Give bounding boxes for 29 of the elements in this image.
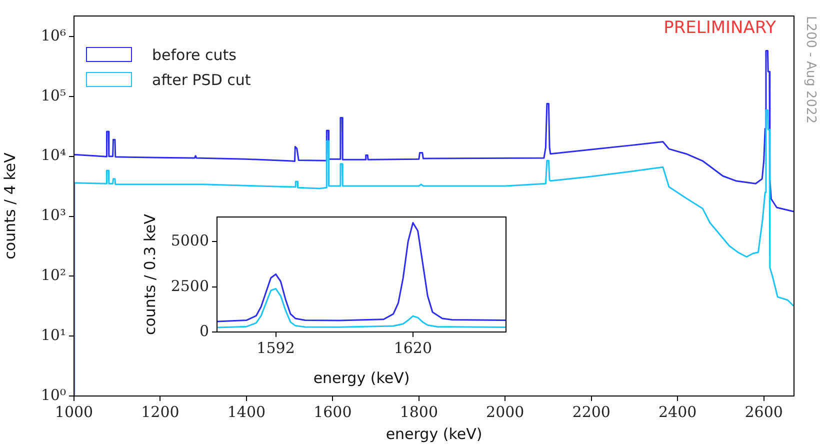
x-tick-label: 1400 [227,402,266,421]
text: L200 - Aug 2022 [803,16,818,124]
y-tick-label: 10⁰ [40,386,66,404]
y-tick-label: 10⁶ [40,26,66,44]
legend-label: after PSD cut [152,70,251,88]
x-tick-label: 2400 [658,402,697,421]
annotation: PRELIMINARY [664,18,776,38]
y-axis-title: counts / 0.3 keV [140,213,159,335]
x-tick-label: 1200 [141,402,180,421]
x-tick-label: 2000 [486,402,524,421]
x-tick-label: 2600 [744,402,783,421]
y-axis-title: counts / 4 keV [0,152,19,260]
x-tick-label: 1600 [314,402,352,421]
x-tick-label: 1592 [256,338,295,357]
y-tick-label: 5000 [170,232,209,250]
y-tick-label: 10² [40,266,66,284]
legend-label: before cuts [152,46,236,64]
y-tick-label: 0 [199,322,209,340]
x-tick-label: 2200 [572,402,610,421]
x-axis-title: energy (keV) [313,368,410,387]
y-tick-label: 10¹ [40,326,66,344]
y-tick-label: 10³ [40,206,66,224]
y-tick-label: 10⁴ [40,146,66,164]
x-tick-label: 1800 [400,402,438,421]
x-axis-title: energy (keV) [386,424,482,443]
x-tick-label: 1000 [54,402,94,421]
y-tick-label: 10⁵ [40,86,66,104]
x-tick-label: 1620 [394,338,432,357]
y-tick-label: 2500 [170,276,209,295]
